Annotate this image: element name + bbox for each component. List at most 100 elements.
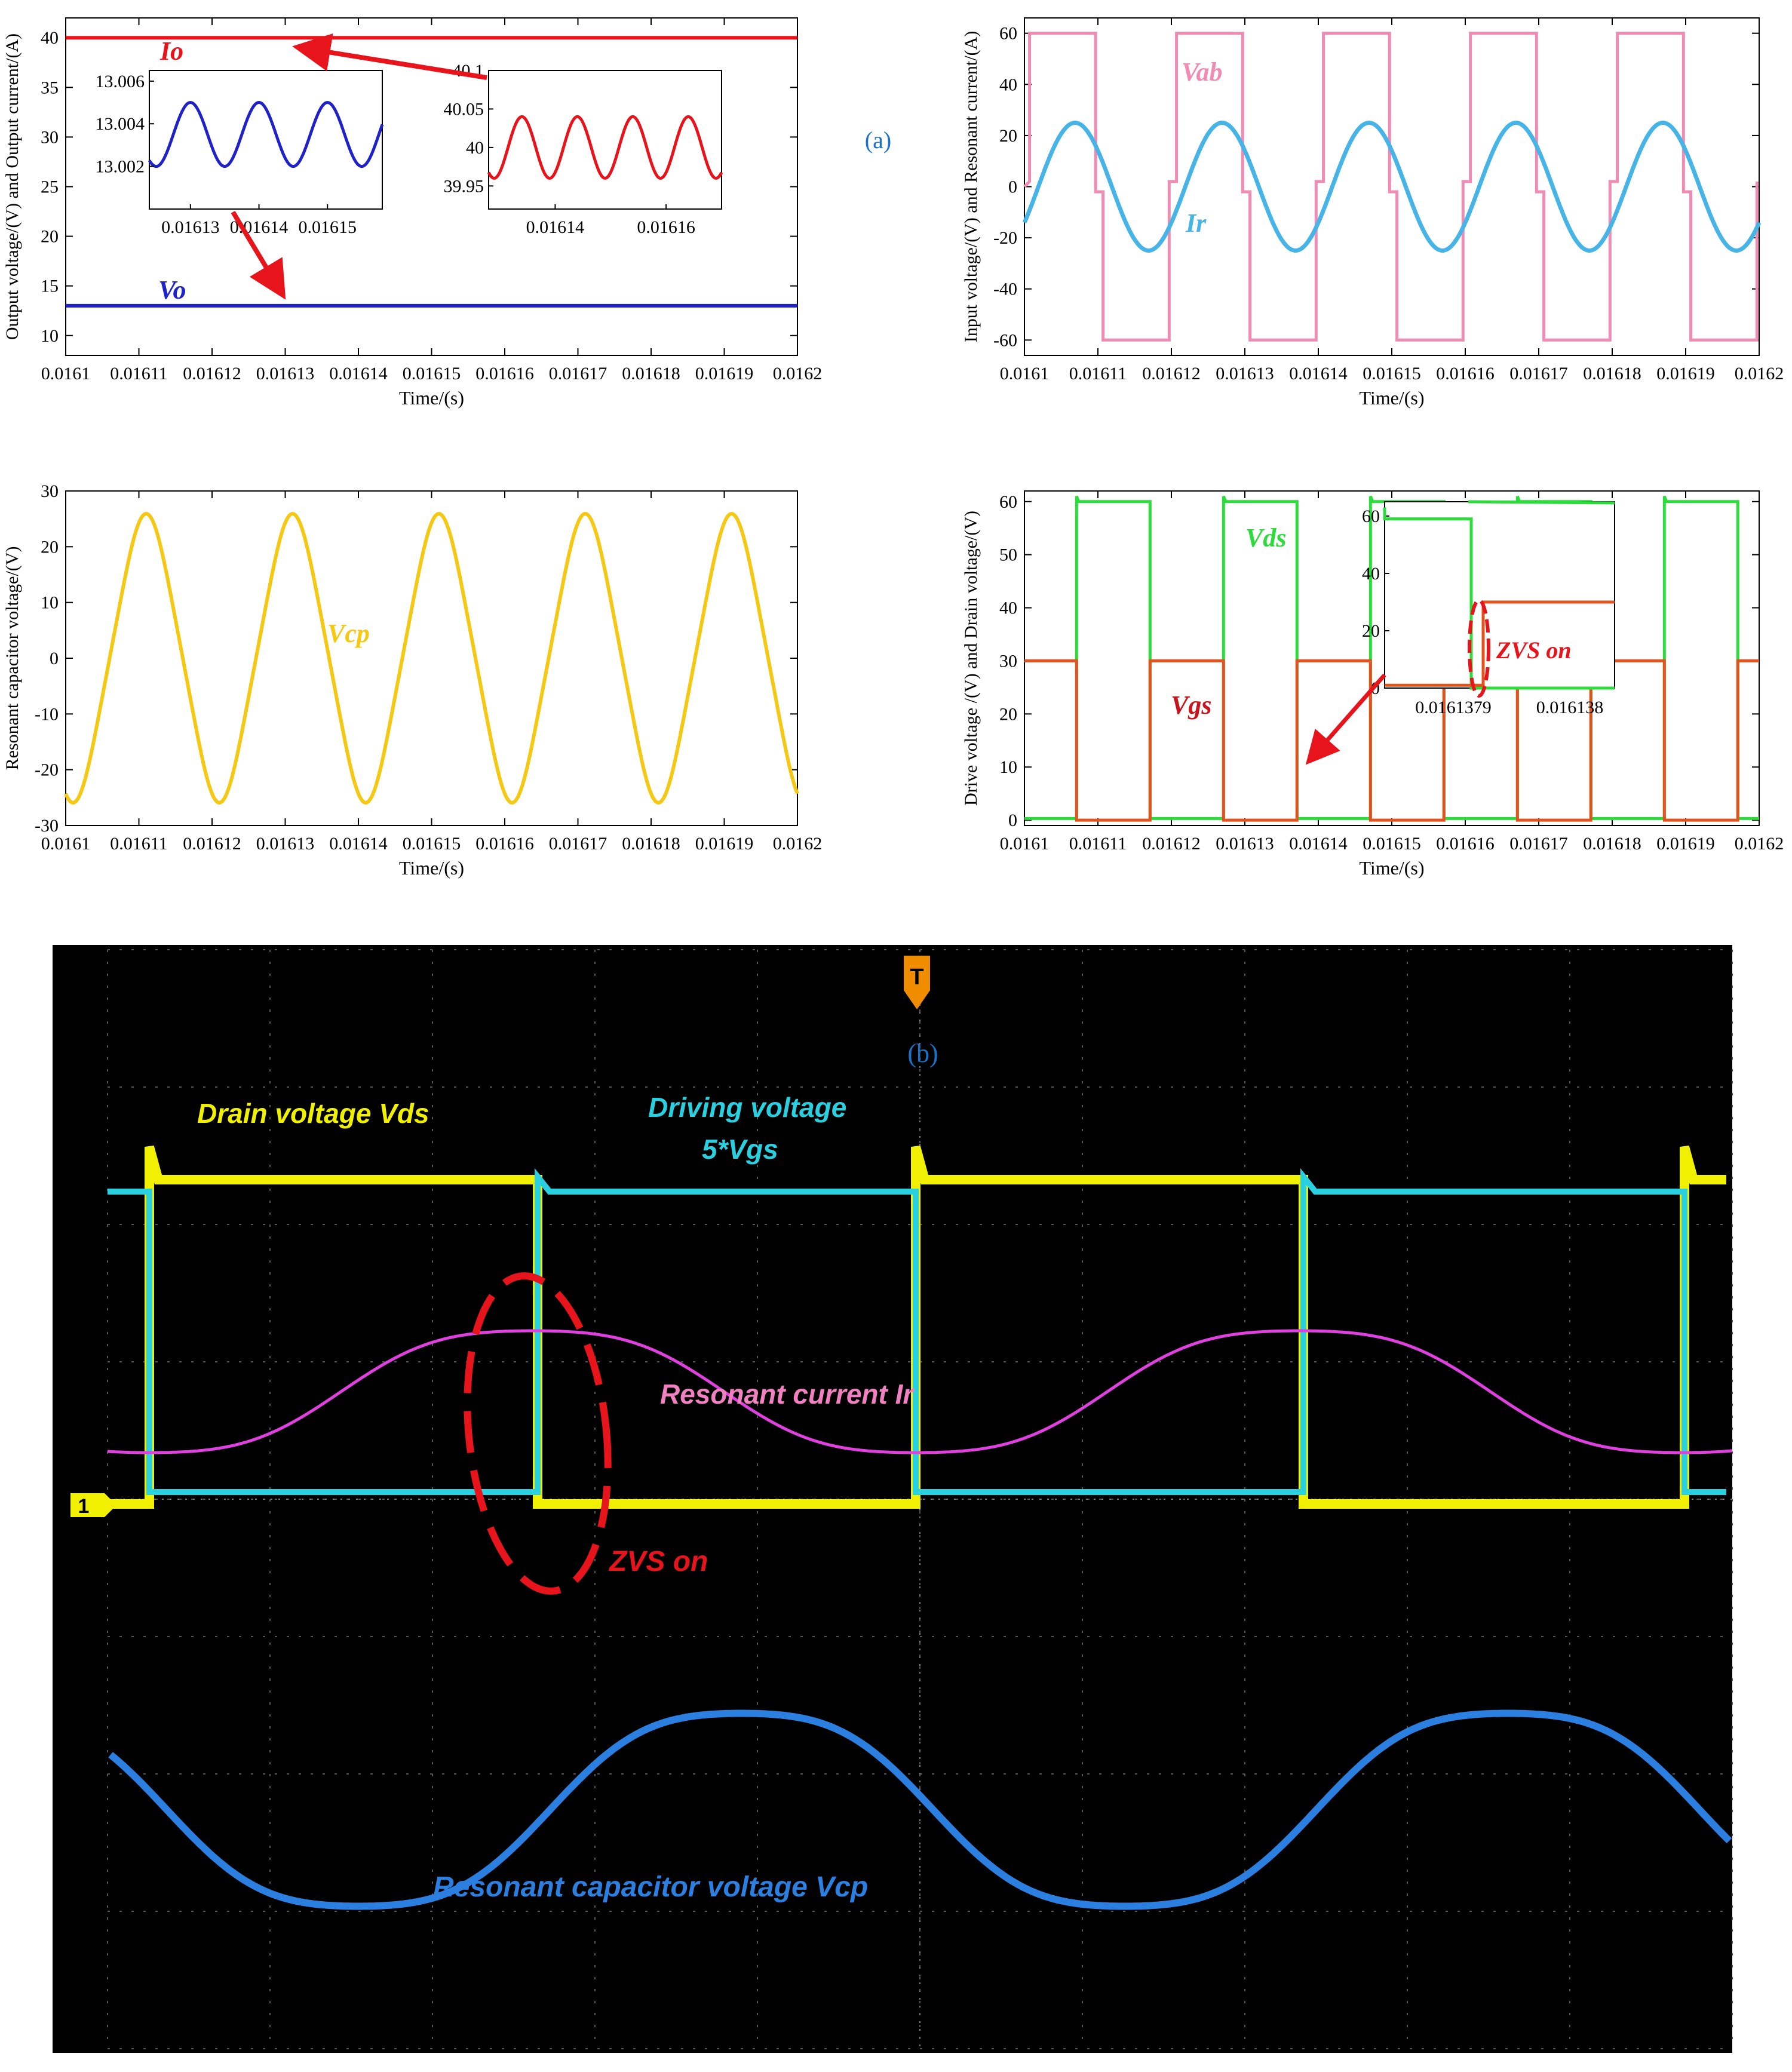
output-inset-xtick-label: 0.01615 — [298, 217, 357, 237]
drive-ytick-label: 30 — [999, 651, 1017, 671]
scope-channel-marker-label: 1 — [78, 1495, 90, 1518]
vcp-xtick-label: 0.01615 — [403, 834, 461, 854]
drive-xlabel: Time/(s) — [1359, 857, 1424, 879]
input-ytick-label: -20 — [993, 228, 1017, 248]
drive-inset-zvs-ellipse — [1468, 598, 1490, 698]
output-xtick-label: 0.01616 — [475, 364, 534, 383]
input-xtick-label: 0.01619 — [1656, 364, 1715, 383]
series-ir-line — [1022, 121, 1762, 253]
drive-zvs-label: ZVS on — [1496, 637, 1572, 664]
output-inset-ytick-label: 13.006 — [96, 72, 145, 91]
input-xtick-label: 0.01618 — [1583, 364, 1641, 383]
vcp-xtick-label: 0.0161 — [41, 834, 91, 854]
output-ytick-label: 20 — [41, 227, 59, 247]
output-inset-xtick-label: 0.01614 — [526, 217, 585, 237]
output-xtick-label: 0.01617 — [549, 364, 607, 383]
drive-xtick-label: 0.01611 — [1069, 834, 1127, 854]
drive-xtick-label: 0.01615 — [1363, 834, 1421, 854]
vcp-ytick-label: 30 — [41, 481, 59, 501]
vgs-label: Vgs — [1171, 690, 1211, 720]
output-xtick-label: 0.01614 — [329, 364, 388, 383]
series-vab-line — [1023, 32, 1759, 342]
drive-inset-xtick-label: 0.0161379 — [1415, 698, 1492, 717]
output-ytick-label: 10 — [41, 326, 59, 346]
drive-xtick-label: 0.01614 — [1289, 834, 1348, 854]
vds-label: Vds — [1245, 523, 1286, 552]
input-xlabel: Time/(s) — [1359, 387, 1424, 409]
resonant-capacitor-voltage-plot: 0.0161 0.01611 0.01612 0.01613 0.01614 0.0161… — [2, 481, 822, 879]
output-xtick-label: 0.0162 — [773, 364, 823, 383]
drive-inset-ytick-label: 20 — [1362, 621, 1380, 641]
scope-vcp-trace — [108, 1709, 1732, 1910]
output-ytick-label: 35 — [41, 78, 59, 97]
input-xtick-label: 0.01615 — [1363, 364, 1421, 383]
input-ylabel: Input voltage/(V) and Resonant current/(… — [961, 31, 981, 343]
series-vgs-line — [1024, 659, 1759, 822]
output-inset-ytick-label: 40.05 — [444, 99, 484, 119]
series-vcp-line — [64, 512, 799, 805]
scope-vcp-label: Resonant capacitor voltage Vcp — [433, 1871, 868, 1903]
input-voltage-resonant-current-plot: 0.0161 0.01611 0.01612 0.01613 0.01614 0.0161… — [961, 17, 1784, 409]
drive-ylabel: Drive voltage /(V) and Drain voltage/(V) — [961, 511, 981, 806]
vcp-xtick-label: 0.01612 — [183, 834, 241, 854]
vcp-xtick-label: 0.01618 — [622, 834, 680, 854]
drive-xtick-label: 0.01616 — [1436, 834, 1495, 854]
panel-b-caption: (b) — [907, 1039, 938, 1068]
drive-inset-vgs — [1385, 600, 1615, 687]
drive-xtick-label: 0.01618 — [1583, 834, 1641, 854]
input-ytick-label: 20 — [999, 126, 1017, 146]
output-xlabel: Time/(s) — [399, 387, 464, 409]
input-ytick-label: 60 — [999, 24, 1017, 44]
vo-inset-arrow — [231, 210, 286, 300]
drive-inset-vds-top — [1468, 500, 1615, 505]
output-xtick-label: 0.01615 — [403, 364, 461, 383]
output-xtick-label: 0.01618 — [622, 364, 680, 383]
drive-ytick-label: 40 — [999, 598, 1017, 618]
vcp-xtick-label: 0.01617 — [549, 834, 607, 854]
io-label: Io — [159, 36, 183, 66]
drive-xtick-label: 0.01619 — [1656, 834, 1715, 854]
scope-vds-label: Drain voltage Vds — [197, 1098, 429, 1129]
input-xtick-label: 0.0161 — [1000, 364, 1050, 383]
output-xtick-label: 0.01613 — [256, 364, 315, 383]
vcp-xlabel: Time/(s) — [399, 857, 464, 879]
input-ytick-label: 40 — [999, 75, 1017, 94]
output-ytick-label: 25 — [41, 177, 59, 197]
scope-vgs-label-2: 5*Vgs — [702, 1134, 778, 1165]
output-inset-1-frame — [488, 70, 722, 210]
drive-drain-voltage-plot: 0.0161 0.01611 0.01612 0.01613 0.01614 0.0161… — [961, 490, 1784, 879]
vcp-ytick-label: -10 — [35, 704, 59, 724]
scope-trigger-marker-label: T — [910, 965, 923, 990]
output-inset-ytick-label: 13.004 — [96, 114, 145, 134]
input-xtick-label: 0.01612 — [1142, 364, 1201, 383]
drive-inset-vds — [1383, 507, 1615, 690]
vcp-ytick-label: 20 — [41, 537, 59, 557]
output-inset-ytick-label: 40 — [466, 138, 484, 158]
vcp-xtick-label: 0.01614 — [329, 834, 388, 854]
output-inset-0-wave — [148, 100, 384, 168]
output-ylabel: Output voltage/(V) and Output current/(A… — [2, 33, 22, 340]
vcp-ytick-label: -30 — [35, 816, 59, 836]
input-ytick-label: -40 — [993, 280, 1017, 299]
vcp-ytick-label: 10 — [41, 593, 59, 613]
input-ytick-label: -60 — [993, 330, 1017, 350]
input-xtick-label: 0.01611 — [1069, 364, 1127, 383]
vcp-ylabel: Resonant capacitor voltage/(V) — [2, 547, 22, 771]
vcp-axes-frame — [65, 490, 798, 826]
vcp-xtick-label: 0.01619 — [695, 834, 754, 854]
scope-vgs-label-1: Driving voltage — [648, 1092, 846, 1123]
drive-ytick-label: 0 — [1008, 811, 1017, 830]
output-xtick-label: 0.01611 — [110, 364, 167, 383]
output-xtick-label: 0.0161 — [41, 364, 91, 383]
vcp-xtick-label: 0.0162 — [773, 834, 823, 854]
scope-trigger-marker — [904, 956, 930, 1009]
input-ytick-label: 0 — [1008, 177, 1017, 197]
drive-xtick-label: 0.0162 — [1735, 834, 1784, 854]
vcp-label: Vcp — [327, 619, 370, 648]
output-inset-xtick-label: 0.01616 — [637, 217, 695, 237]
oscilloscope-screen: Drain voltage Vds Driving voltage 5*Vgs Res… — [53, 945, 1733, 2053]
drive-inset-ytick-label: 40 — [1362, 564, 1380, 584]
scope-channel-marker — [70, 1493, 116, 1517]
output-ytick-label: 15 — [41, 277, 59, 296]
